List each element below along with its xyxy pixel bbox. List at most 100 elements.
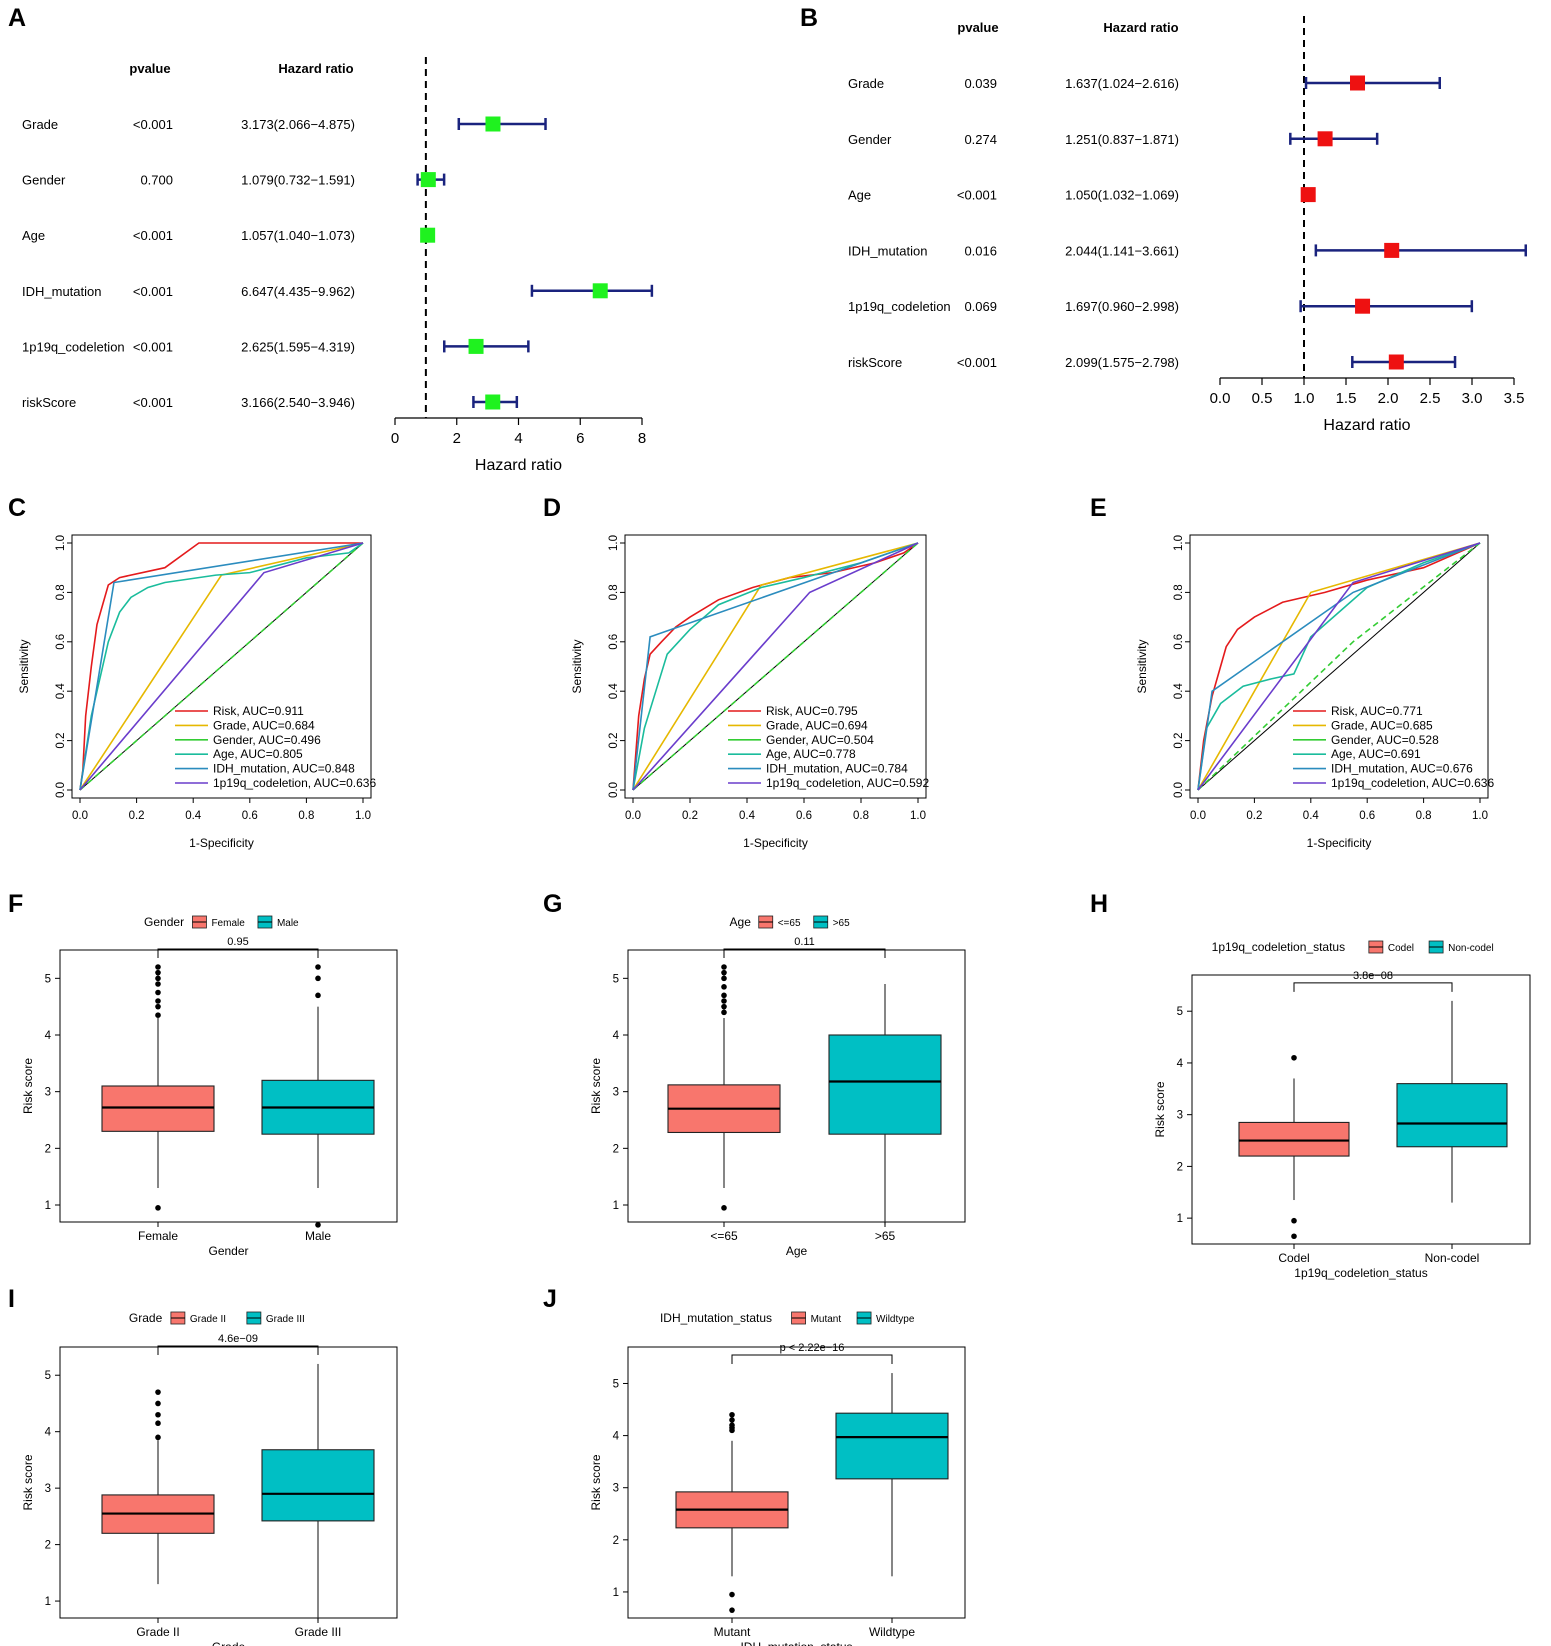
boxplot-pvalue-bracket [157, 1345, 319, 1355]
roc-x-tick-label: 0.0 [625, 810, 641, 822]
forest-row-pvalue: 0.069 [964, 299, 997, 314]
roc-curve [632, 542, 919, 791]
boxplot-outlier [721, 975, 727, 982]
boxplot-outlier [721, 964, 727, 970]
boxplot-legend-title: Gender [144, 915, 184, 929]
boxplot-outlier [729, 1417, 735, 1423]
boxplot-y-tick-label: 5 [45, 1370, 51, 1382]
boxplot-y-tick-label: 1 [1177, 1213, 1183, 1225]
boxplot-x-tick-label: Male [305, 1229, 331, 1243]
forest-row-pvalue: <0.001 [133, 228, 173, 243]
boxplot-legend: 1p19q_codeletion_status Codel Non-codel [1212, 940, 1494, 954]
boxplot-y-tick-label: 5 [613, 1378, 619, 1390]
boxplot-y-tick-label: 1 [45, 1596, 51, 1608]
roc-x-tick-label: 0.4 [185, 810, 202, 822]
boxplot-pvalue-bracket [157, 948, 319, 958]
forest-row-label: riskScore [848, 355, 902, 370]
roc-y-tick-label: 0.4 [1173, 683, 1185, 700]
roc-curve [632, 542, 919, 791]
roc-plot-e: 0.0 0.0 0.2 0.2 0.4 0.4 0.6 0.6 0.8 0.8 1.0 1.0 1-Sp… [1135, 534, 1494, 850]
boxplot-frame [1191, 974, 1531, 1245]
roc-frame [1189, 534, 1489, 799]
forest-row-label: 1p19q_codeletion [848, 299, 951, 314]
boxplot-y-tick-label: 1 [45, 1200, 51, 1212]
forest-row-pvalue: <0.001 [957, 188, 997, 203]
boxplot-y-axis-label: Risk score [21, 1454, 35, 1510]
boxplot-outlier [315, 975, 321, 982]
panel-label-e: E [1090, 494, 1107, 522]
boxplot-x-axis-label: 1p19q_codeletion_status [1294, 1266, 1427, 1280]
boxplot-y-tick-label: 4 [613, 1030, 620, 1042]
roc-legend-label: 1p19q_codeletion, AUC=0.592 [766, 776, 929, 790]
boxplot-outlier [155, 1411, 161, 1418]
boxplot-outlier [155, 998, 161, 1004]
roc-x-tick-label: 0.2 [129, 810, 145, 822]
boxplot-outlier [155, 989, 161, 996]
roc-x-tick-label: 0.8 [298, 810, 314, 822]
forest-row-label: Grade [848, 76, 884, 91]
forest-row-label: IDH_mutation [848, 243, 927, 258]
roc-x-tick-label: 0.4 [739, 810, 756, 822]
roc-y-tick-label: 0.2 [608, 733, 620, 749]
boxplot-x-tick-label: Codel [1278, 1251, 1309, 1265]
roc-x-tick-label: 0.8 [1416, 810, 1432, 822]
boxplot-frame [627, 949, 966, 1223]
panel-label-b: B [800, 4, 818, 32]
roc-plot-c: 0.0 0.0 0.2 0.2 0.4 0.4 0.6 0.6 0.8 0.8 1.0 1.0 1-Sp… [17, 534, 376, 850]
boxplot-i: 1 2 3 4 5 Risk score Grade II Grade III 4.6e−09 G… [21, 1311, 398, 1646]
forest-header-pvalue: pvalue [129, 61, 170, 76]
boxplot-legend: IDH_mutation_status Mutant Wildtype [660, 1311, 915, 1325]
roc-frame [624, 534, 927, 799]
forest-row-pvalue: <0.001 [133, 284, 173, 299]
boxplot-legend-label: Female [211, 918, 245, 929]
panel-label-a: A [8, 4, 26, 32]
forest-point [1355, 298, 1371, 314]
forest-row-hazard-ratio: 2.625(1.595−4.319) [241, 339, 355, 354]
roc-x-tick-label: 0.6 [796, 810, 812, 822]
roc-legend-label: Age, AUC=0.805 [213, 747, 303, 761]
boxplot-pvalue-label: 4.6e−09 [218, 1333, 258, 1345]
boxplot-outlier [155, 1420, 161, 1427]
boxplot-x-axis-label: Grade [212, 1640, 246, 1646]
boxplot-h: 1 2 3 4 5 Risk score Codel Non-codel 3.8e−08 1p19… [1153, 940, 1531, 1280]
forest-x-axis-label: Hazard ratio [1323, 417, 1410, 434]
boxplot-y-tick-label: 2 [613, 1535, 619, 1547]
roc-frame [71, 534, 372, 799]
roc-y-tick-label: 0.8 [1173, 584, 1185, 600]
roc-x-tick-label: 0.8 [853, 810, 869, 822]
boxplot-outlier [729, 1591, 735, 1598]
roc-curve [1197, 542, 1481, 791]
boxplot-outlier [1291, 1054, 1297, 1061]
boxplot-outlier [155, 1434, 161, 1441]
boxplot-pvalue-bracket [731, 1354, 893, 1365]
boxplot-pvalue-label: 0.95 [227, 936, 248, 948]
roc-y-tick-label: 0.0 [55, 782, 67, 798]
roc-legend-label: Grade, AUC=0.694 [766, 718, 868, 732]
forest-row-label: Gender [848, 132, 892, 147]
forest-row-pvalue: 0.274 [964, 132, 997, 147]
panel-label-g: G [543, 890, 562, 918]
forest-x-tick-label: 0.0 [1210, 390, 1231, 407]
forest-point [485, 394, 501, 410]
forest-point [592, 283, 608, 299]
roc-legend-label: 1p19q_codeletion, AUC=0.636 [1331, 776, 1494, 790]
boxplot-y-tick-label: 4 [613, 1431, 620, 1443]
forest-row-label: IDH_mutation [22, 284, 101, 299]
forest-row-hazard-ratio: 1.079(0.732−1.591) [241, 173, 355, 188]
roc-diagonal [1197, 542, 1481, 791]
forest-row-hazard-ratio: 2.099(1.575−2.798) [1065, 355, 1179, 370]
boxplot-legend: Grade Grade II Grade III [129, 1311, 305, 1325]
boxplot-frame [59, 1346, 398, 1619]
roc-x-tick-label: 0.6 [242, 810, 258, 822]
boxplot-x-tick-label: <=65 [710, 1229, 738, 1243]
boxplot-legend-label: Non-codel [1448, 943, 1494, 954]
boxplot-legend-label: Mutant [811, 1314, 842, 1325]
boxplot-y-tick-label: 3 [45, 1483, 51, 1495]
forest-row-pvalue: 0.016 [964, 243, 997, 258]
forest-point [1384, 242, 1400, 258]
roc-legend-label: 1p19q_codeletion, AUC=0.636 [213, 776, 376, 790]
roc-y-tick-label: 0.0 [608, 782, 620, 798]
boxplot-x-axis-label: Gender [208, 1244, 248, 1258]
forest-row-hazard-ratio: 2.044(1.141−3.661) [1065, 243, 1179, 258]
